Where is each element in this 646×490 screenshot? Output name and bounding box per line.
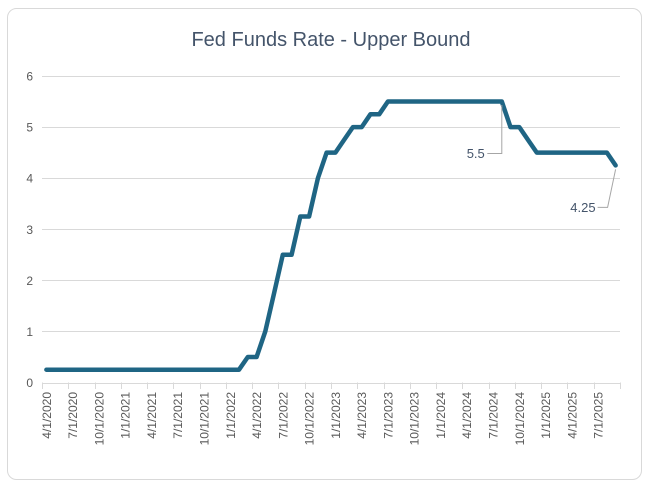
x-axis-label: 1/1/2023 — [329, 392, 343, 439]
x-axis-label: 7/1/2020 — [66, 392, 80, 439]
y-axis-labels: 0 1 2 3 4 5 6 — [26, 70, 33, 391]
series-group — [44, 99, 618, 372]
x-axis-label: 7/1/2023 — [381, 392, 395, 439]
y-axis-label: 3 — [26, 223, 33, 237]
annotations-group: 5.5 4.25 — [467, 105, 617, 215]
y-axis-label: 2 — [26, 274, 33, 288]
data-label: 5.5 — [467, 146, 485, 161]
data-label: 4.25 — [570, 200, 595, 215]
x-axis-label: 7/1/2024 — [487, 392, 501, 439]
x-axis — [42, 382, 621, 389]
x-axis-label: 7/1/2025 — [592, 392, 606, 439]
x-axis-label: 4/1/2023 — [355, 392, 369, 439]
x-axis-label: 4/1/2021 — [145, 392, 159, 439]
x-axis-label: 10/1/2021 — [198, 392, 212, 446]
y-axis-label: 6 — [26, 70, 33, 84]
series-line — [44, 99, 618, 372]
leader-line — [487, 105, 503, 154]
x-axis-label: 7/1/2022 — [276, 392, 290, 439]
x-axis-label: 10/1/2023 — [408, 392, 422, 446]
gridlines — [42, 76, 620, 384]
y-axis-label: 0 — [26, 376, 33, 390]
x-axis-label: 4/1/2025 — [565, 392, 579, 439]
x-axis-label: 1/1/2025 — [539, 392, 553, 439]
x-axis-label: 1/1/2024 — [434, 392, 448, 439]
chart-title: Fed Funds Rate - Upper Bound — [191, 29, 470, 51]
y-axis-label: 1 — [26, 325, 33, 339]
x-axis-label: 4/1/2022 — [250, 392, 264, 439]
x-axis-label: 1/1/2022 — [224, 392, 238, 439]
y-axis-label: 4 — [26, 172, 33, 186]
x-axis-label: 10/1/2022 — [303, 392, 317, 446]
y-axis-label: 5 — [26, 121, 33, 135]
leader-line — [597, 169, 617, 208]
x-axis-label: 7/1/2021 — [171, 392, 185, 439]
x-axis-labels: 4/1/2020 7/1/2020 10/1/2020 1/1/2021 4/1/202… — [40, 392, 606, 446]
x-axis-label: 4/1/2024 — [460, 392, 474, 439]
chart-border — [7, 8, 642, 480]
x-axis-label: 10/1/2020 — [92, 392, 106, 446]
x-axis-label: 10/1/2024 — [513, 392, 527, 446]
x-axis-label: 1/1/2021 — [119, 392, 133, 439]
x-axis-label: 4/1/2020 — [40, 392, 54, 439]
